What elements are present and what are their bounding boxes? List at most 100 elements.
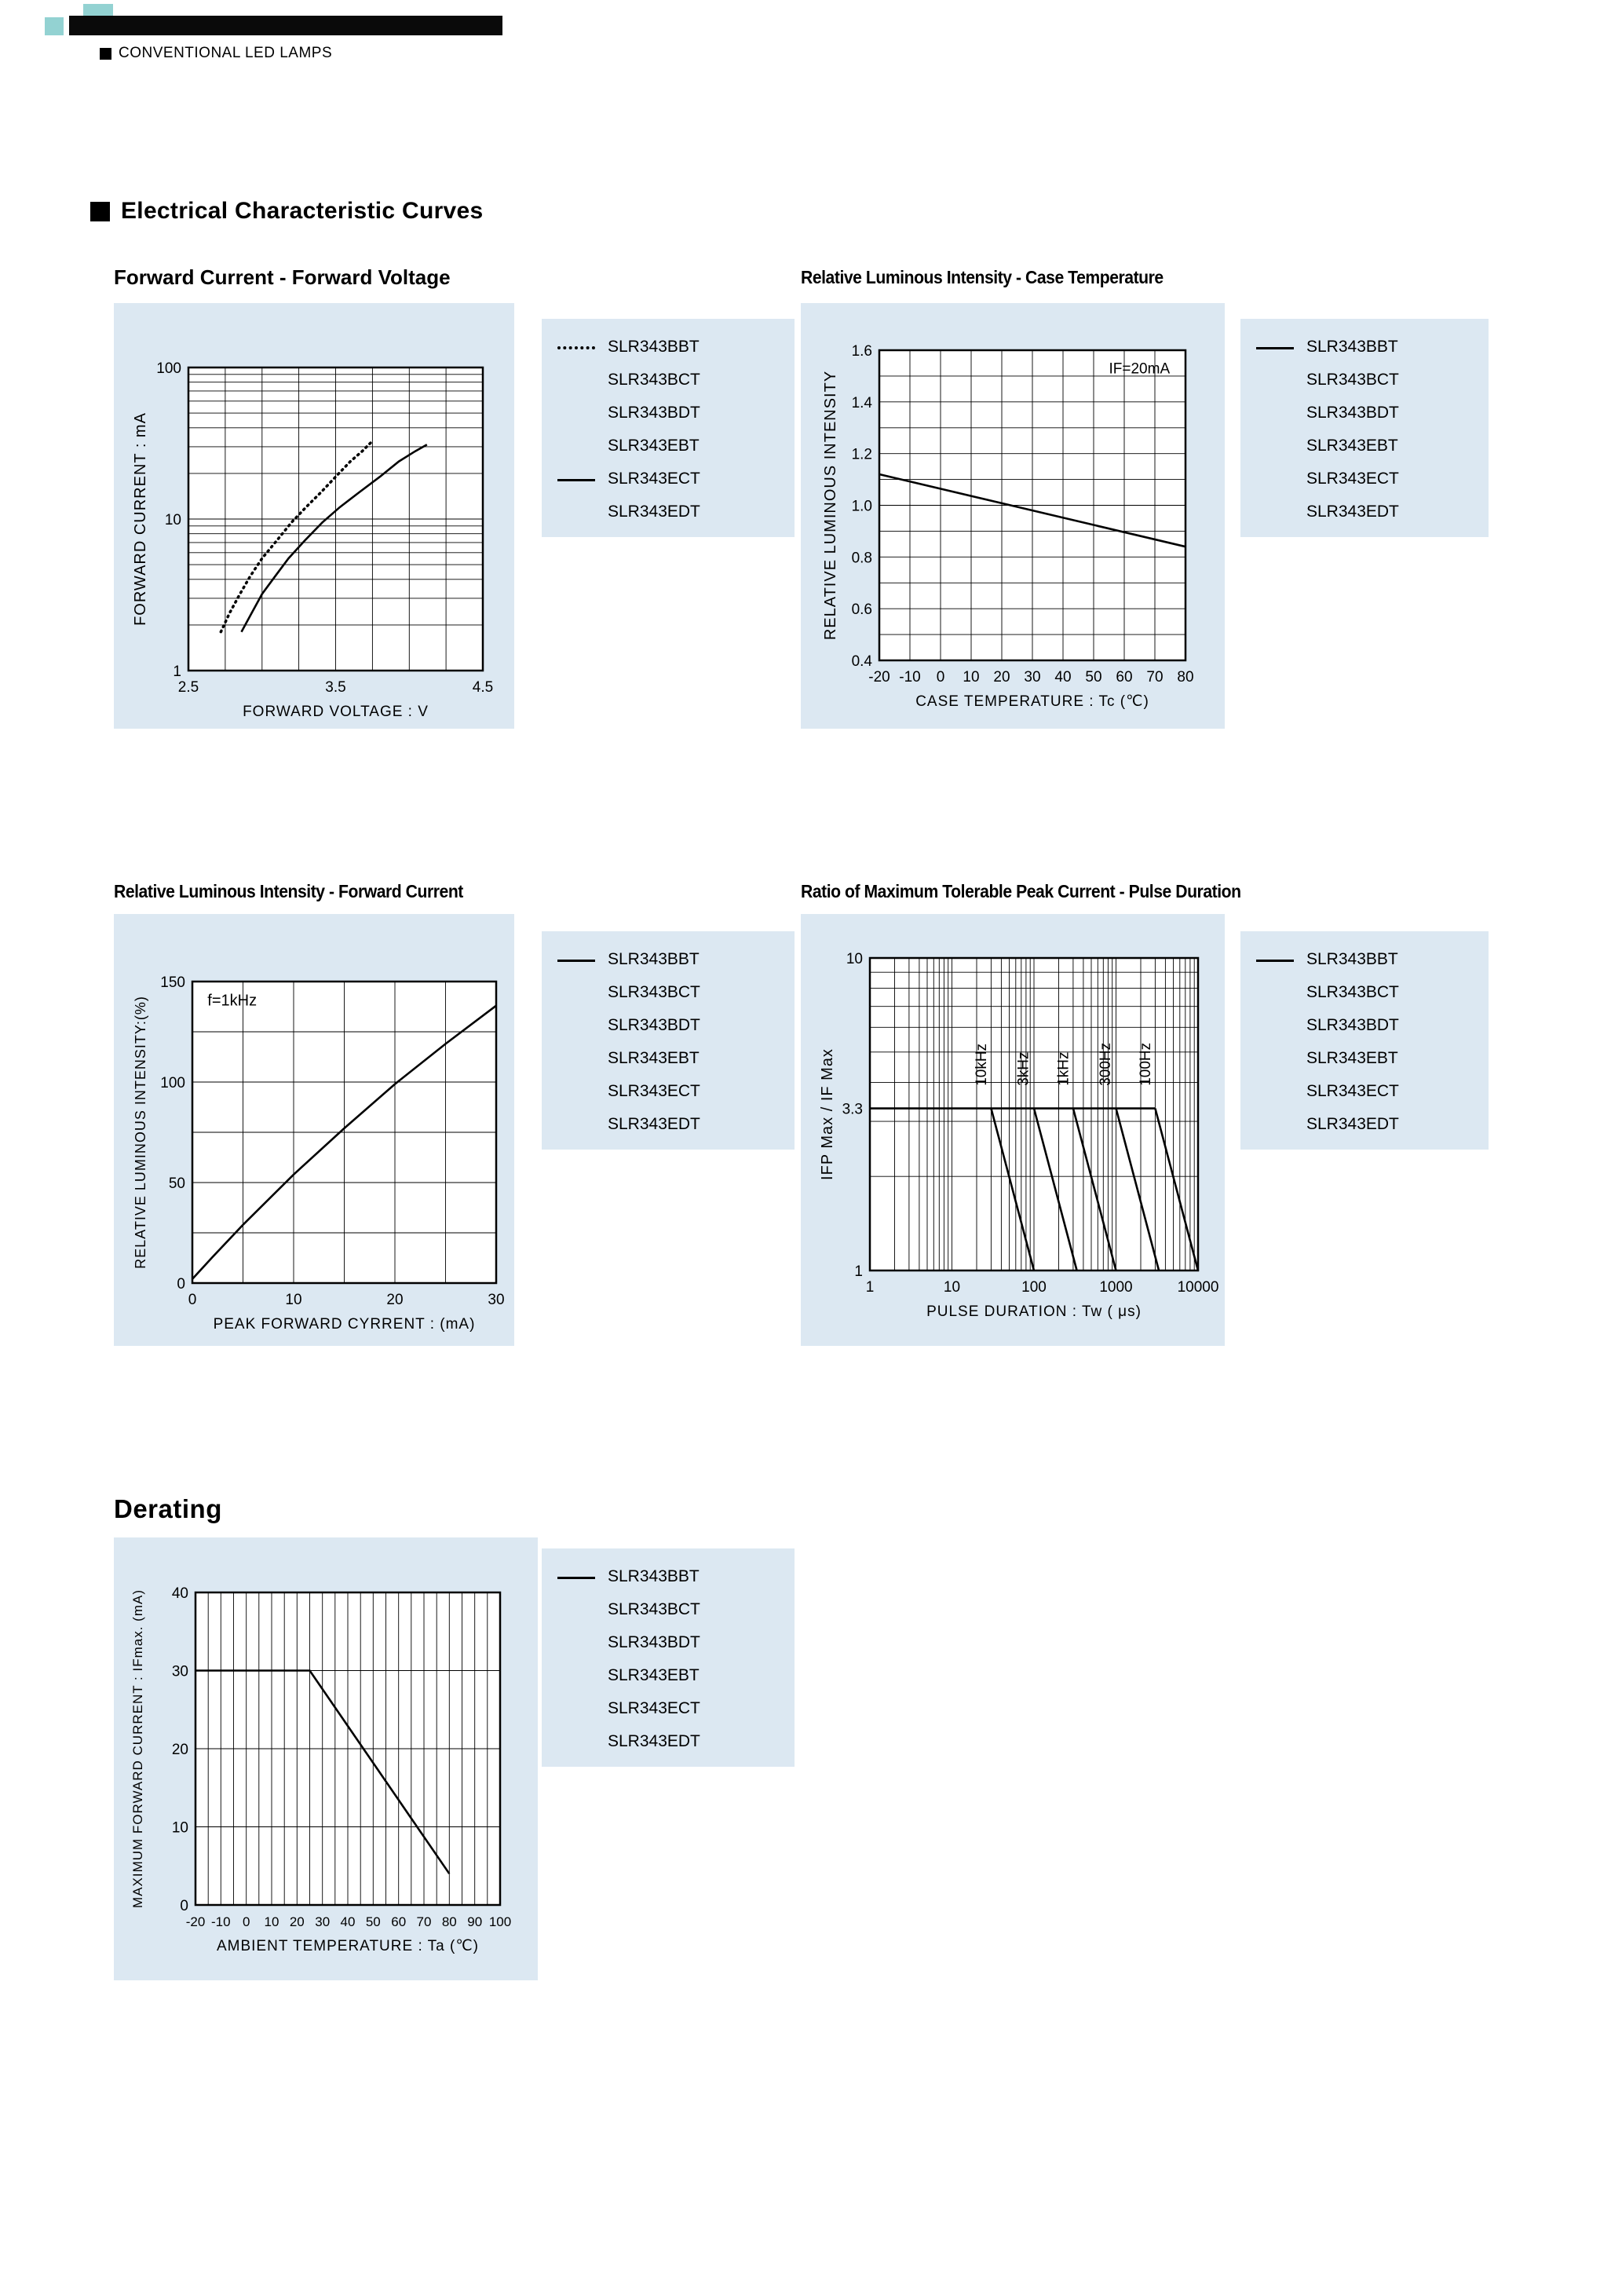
legend-item-slr343ect: SLR343ECT [1256, 462, 1489, 495]
x-tick-label: 40 [341, 1914, 356, 1929]
annotation: 10kHz [974, 1044, 990, 1086]
section-title-row: Electrical Characteristic Curves [90, 198, 484, 225]
x-tick-label: 30 [488, 1292, 504, 1308]
legend-item-slr343ebt: SLR343EBT [557, 1042, 795, 1075]
legend-item-slr343bct: SLR343BCT [1256, 364, 1489, 397]
legend-label: SLR343BDT [608, 404, 700, 422]
legend-item-slr343ebt: SLR343EBT [1256, 1042, 1489, 1075]
legend-item-slr343bct: SLR343BCT [557, 976, 795, 1009]
legend-label: SLR343BCT [608, 371, 700, 389]
y-tick-label: 1.2 [852, 447, 872, 463]
x-tick-label: 100 [1021, 1279, 1047, 1296]
x-axis-title: FORWARD VOLTAGE : V [243, 704, 429, 720]
legend-item-slr343edt: SLR343EDT [557, 495, 795, 528]
x-tick-label: -10 [211, 1914, 231, 1929]
y-tick-label: 10 [165, 512, 181, 528]
legend-item-slr343bbt: SLR343BBT [1256, 331, 1489, 364]
teal-accent-square-small [45, 17, 64, 35]
x-tick-label: 10000 [1178, 1279, 1219, 1296]
series-SLR343BBT / SLR343BCT / SLR343BDT [219, 441, 373, 634]
luminous-intensity-forward-current-chart: 0 10 20 30 0 50 100 150 PEAK FORWARD CYRRENT : (… [133, 974, 505, 1333]
legend-item-slr343bdt: SLR343BDT [557, 1009, 795, 1042]
legend-forward-current-forward-voltage: SLR343BBT SLR343BCT SLR343BDT SLR343EBT SLR3… [542, 319, 795, 537]
legend-label: SLR343ECT [608, 1699, 700, 1717]
chart-title-forward-current-forward-voltage: Forward Current - Forward Voltage [114, 265, 451, 289]
y-tick-label: 1 [854, 1263, 863, 1280]
x-tick-label: 50 [366, 1914, 381, 1929]
legend-label: SLR343EDT [1306, 1115, 1399, 1133]
legend-item-slr343ebt: SLR343EBT [557, 430, 795, 462]
y-axis-title: IFP Max / IF Max [819, 1048, 836, 1180]
peak-current-pulse-duration-chart: 1 10 100 1000 10000 1 3.3 10 PULSE DURATION : Tw… [819, 951, 1219, 1320]
series-100Hz [1154, 1108, 1200, 1271]
plot-border [194, 1591, 502, 1907]
legend-item-slr343bbt: SLR343BBT [557, 943, 795, 976]
legend-label: SLR343BCT [1306, 371, 1399, 389]
legend-item-slr343bbt: SLR343BBT [1256, 943, 1489, 976]
legend-item-slr343edt: SLR343EDT [1256, 1108, 1489, 1141]
x-tick-label: 90 [467, 1914, 482, 1929]
chart-title-luminous-intensity-case-temperature: Relative Luminous Intensity - Case Tempe… [801, 267, 1164, 287]
x-tick-label: 20 [386, 1292, 403, 1308]
chart-panel-luminous-intensity-forward-current: 0 10 20 30 0 50 100 150 PEAK FORWARD CYRRENT : (… [114, 914, 514, 1346]
y-tick-label: 1 [173, 664, 181, 680]
series-All types [195, 1669, 451, 1874]
forward-current-forward-voltage-chart: 2.5 3.5 4.5 1 10 100 FORWARD VOLTAGE : V FORWAR… [132, 360, 493, 720]
legend-item-slr343edt: SLR343EDT [557, 1108, 795, 1141]
y-tick-label: 40 [172, 1585, 188, 1602]
legend-label: SLR343BCT [1306, 983, 1399, 1001]
x-tick-label: 100 [489, 1914, 511, 1929]
y-tick-label: 3.3 [842, 1102, 863, 1118]
y-axis-title: RELATIVE LUMINOUS INTENSITY:(%) [133, 996, 148, 1269]
x-tick-label: 70 [1146, 669, 1163, 686]
x-tick-label: -10 [899, 669, 920, 686]
legend-solid-line-icon [1256, 346, 1294, 349]
legend-label: SLR343BBT [608, 950, 700, 968]
legend-label: SLR343EBT [608, 1666, 700, 1684]
legend-label: SLR343EBT [1306, 1049, 1398, 1067]
chart-title-peak-current-pulse-duration: Ratio of Maximum Tolerable Peak Current … [801, 881, 1241, 901]
x-tick-label: 10 [285, 1292, 301, 1308]
x-tick-label: 60 [391, 1914, 406, 1929]
legend-item-slr343bbt: SLR343BBT [557, 331, 795, 364]
legend-label: SLR343BDT [608, 1633, 700, 1651]
legend-label: SLR343EBT [608, 437, 700, 455]
annotation: 100Hz [1138, 1043, 1154, 1086]
plot-border [187, 366, 484, 672]
legend-item-slr343bdt: SLR343BDT [557, 1626, 795, 1659]
x-tick-label: -20 [186, 1914, 206, 1929]
legend-item-slr343bbt: SLR343BBT [557, 1560, 795, 1593]
x-tick-label: 80 [442, 1914, 457, 1929]
x-tick-label: 4.5 [473, 679, 493, 696]
chart-panel-peak-current-pulse-duration: 1 10 100 1000 10000 1 3.3 10 PULSE DURATION : Tw… [801, 914, 1225, 1346]
series-All types [879, 473, 1186, 548]
y-tick-label: 30 [172, 1664, 188, 1680]
y-tick-label: 1.0 [852, 499, 872, 515]
annotation: 1kHz [1055, 1052, 1072, 1086]
x-tick-label: 10 [265, 1914, 279, 1929]
x-axis-title: AMBIENT TEMPERATURE : Ta (℃) [217, 1938, 479, 1954]
annotation: 3kHz [1016, 1052, 1032, 1086]
y-axis-title: RELATIVE LUMINOUS INTENSITY [822, 371, 839, 640]
legend-item-slr343edt: SLR343EDT [557, 1725, 795, 1758]
x-tick-label: 40 [1054, 669, 1071, 686]
legend-item-slr343bct: SLR343BCT [557, 364, 795, 397]
legend-solid-line-icon [557, 959, 595, 962]
legend-item-slr343ebt: SLR343EBT [557, 1659, 795, 1692]
legend-item-slr343bct: SLR343BCT [557, 1593, 795, 1626]
legend-item-slr343ect: SLR343ECT [1256, 1075, 1489, 1108]
x-tick-label: 10 [963, 669, 979, 686]
header-black-bar [69, 16, 502, 35]
legend-solid-line-icon [557, 478, 595, 481]
y-tick-label: 0.4 [852, 653, 873, 670]
x-tick-label: 60 [1116, 669, 1132, 686]
legend-label: SLR343EDT [608, 1115, 700, 1133]
plot-border [878, 349, 1187, 662]
legend-label: SLR343ECT [1306, 470, 1399, 488]
chart-panel-derating: -20 -10 0 10 20 30 40 50 60 70 80 90 100 0 10 20 30 40 AMB… [114, 1537, 538, 1980]
series-All types [192, 1004, 497, 1280]
legend-label: SLR343BDT [608, 1016, 700, 1034]
chart-title-luminous-intensity-forward-current: Relative Luminous Intensity - Forward Cu… [114, 881, 463, 901]
annotation: f=1kHz [207, 993, 257, 1010]
x-tick-label: 20 [290, 1914, 305, 1929]
